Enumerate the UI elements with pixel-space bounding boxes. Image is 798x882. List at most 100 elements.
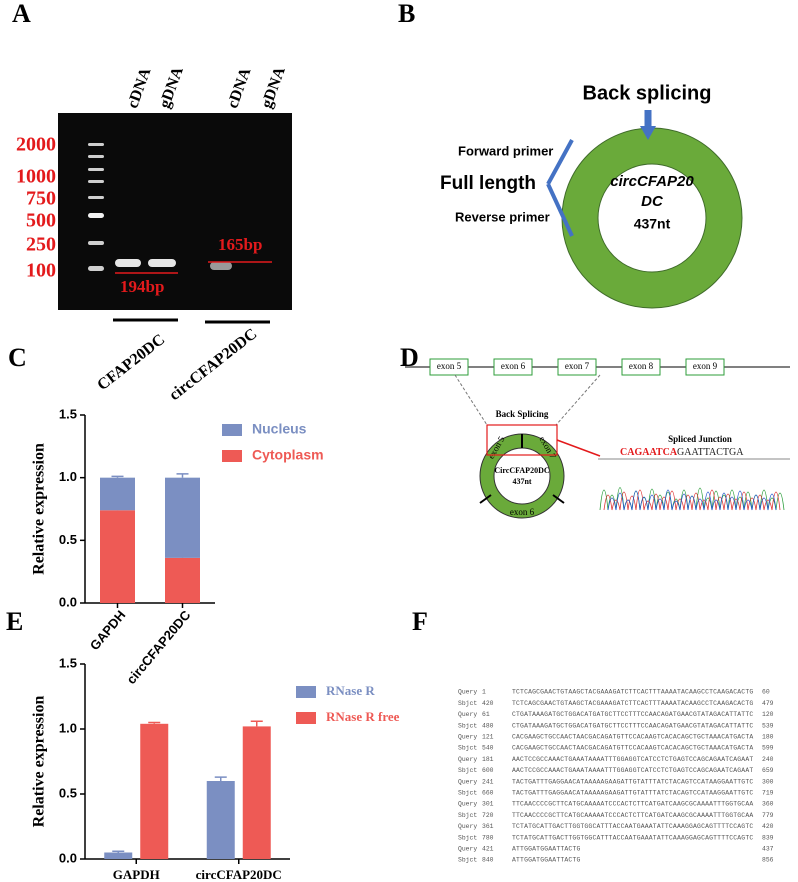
exon-box xyxy=(557,358,597,376)
exon-label: exon 6 xyxy=(501,361,526,371)
exon-label: exon 9 xyxy=(693,361,718,371)
group-label: CFAP20DC xyxy=(94,331,168,394)
band-label: 194bp xyxy=(120,277,164,296)
error-bar xyxy=(112,850,125,853)
row-seq: TACTGATTTGAGGAACATAAAAAGAAGATTGTATTTATCT… xyxy=(512,778,753,785)
row-end: 120 xyxy=(762,711,774,718)
error-bar xyxy=(176,473,189,478)
exon-box xyxy=(493,358,533,376)
panel-label: F xyxy=(412,607,428,636)
circ-name: circCFAP20 xyxy=(610,173,694,190)
row-seq: CACGAAGCTGCCAACTAACGACAGATGTTCCACAAGTCAC… xyxy=(512,745,753,752)
exon-label: exon 5 xyxy=(437,361,462,371)
row-seq: TTCAACCCCGCTTCATGCAAAAATCCCACTCTTCATGATC… xyxy=(512,812,753,819)
ring-exon: exon 6 xyxy=(510,507,535,517)
marker-label: 100 xyxy=(26,260,56,282)
x-tick-label: GAPDH xyxy=(113,867,160,882)
row-label: Sbjct xyxy=(458,789,477,796)
trace xyxy=(607,489,777,511)
y-axis-label: Relative expression xyxy=(31,443,48,575)
row-start: 720 xyxy=(482,812,494,819)
row-end: 856 xyxy=(762,857,774,864)
dash xyxy=(555,374,601,426)
back-splicing-title: Back splicing xyxy=(583,82,712,104)
ring-length: 437nt xyxy=(512,477,531,486)
x-tick-label: GAPDH xyxy=(87,607,129,653)
bar xyxy=(242,726,271,859)
bar xyxy=(140,723,169,859)
row-seq: CACGAAGCTGCCAACTAACGACAGATGTTCCACAAGTCAC… xyxy=(512,733,753,740)
ring-name: CircCFAP20DC xyxy=(494,466,549,475)
legend-swatch xyxy=(296,686,316,698)
row-end: 779 xyxy=(762,812,774,819)
marker-label: 1000 xyxy=(16,166,56,188)
row-seq: TCTATGCATTGACTTGGTGGCATTTACCAATGAAATATTC… xyxy=(512,823,753,830)
lane-label: gDNA xyxy=(156,64,187,110)
row-seq: AACTCCGCCAAACTGAAATAAAATTTGGAGGTCATCCTCT… xyxy=(512,756,753,763)
circ-length: 437nt xyxy=(634,216,671,232)
row-seq: AACTCCGCCAAACTGAAATAAAATTTGGAGGTCATCCTCT… xyxy=(512,767,753,774)
row-label: Query xyxy=(458,689,477,696)
row-start: 241 xyxy=(482,778,494,785)
row-seq: CTGATAAAGATGCTGGACATGATGCTTCCTTTCCAACAGA… xyxy=(512,711,753,718)
seq-a: A xyxy=(684,447,692,458)
junction-seq: CAGAATCAGAATTACTGA xyxy=(620,447,744,458)
row-label: Sbjct xyxy=(458,834,477,841)
x-tick-label: circCFAP20DC xyxy=(123,607,193,687)
row-end: 599 xyxy=(762,745,774,752)
row-start: 780 xyxy=(482,834,494,841)
row-seq: TTCAACCCCGCTTCATGCAAAAATCCCACTCTTCATGATC… xyxy=(512,801,753,808)
row-label: Query xyxy=(458,778,477,785)
row-label: Query xyxy=(458,733,477,740)
row-label: Sbjct xyxy=(458,700,477,707)
lane-label: cDNA xyxy=(224,65,254,110)
arrow xyxy=(640,126,656,140)
row-seq: TCTATGCATTGACTTGGTGGCATTTACCAATGAAATATTC… xyxy=(512,834,753,841)
exon-box xyxy=(685,358,725,376)
row-end: 437 xyxy=(762,845,774,852)
row-end: 479 xyxy=(762,700,774,707)
y-tick-label: 1.5 xyxy=(59,406,77,421)
row-start: 121 xyxy=(482,733,494,740)
row-end: 60 xyxy=(762,689,770,696)
marker-label: 250 xyxy=(26,234,56,256)
row-seq: TCTCAGCGAACTGTAAGCTACGAAAGATCTTCACTTTAAA… xyxy=(512,689,753,696)
row-end: 360 xyxy=(762,801,774,808)
row-start: 660 xyxy=(482,789,494,796)
row-start: 61 xyxy=(482,711,490,718)
row-label: Query xyxy=(458,823,477,830)
row-start: 420 xyxy=(482,700,494,707)
row-start: 600 xyxy=(482,767,494,774)
row-end: 839 xyxy=(762,834,774,841)
y-tick-label: 1.5 xyxy=(59,655,77,670)
seq-left: CAGAATCA xyxy=(620,447,678,458)
row-label: Sbjct xyxy=(458,722,477,729)
row-seq: TACTGATTTGAGGAACATAAAAAGAAGATTGTATTTATCT… xyxy=(512,789,753,796)
row-end: 420 xyxy=(762,823,774,830)
exon-label: exon 7 xyxy=(565,361,590,371)
ladder xyxy=(88,143,104,271)
gel-panel: 194bp 165bp 2000 1000 750 500 250 100 cD… xyxy=(16,64,292,404)
legend-label: Nucleus xyxy=(252,421,307,437)
row-label: Query xyxy=(458,845,477,852)
y-tick-label: 0.5 xyxy=(59,532,77,547)
row-label: Query xyxy=(458,711,477,718)
panel-label: D xyxy=(400,343,419,372)
alignment: Query 1 TCTCAGCGAACTGTAAGCTACGAAAGATCTTCAC… xyxy=(458,689,774,864)
panel-label: B xyxy=(398,0,415,28)
panel-label: C xyxy=(8,343,27,372)
row-seq: TCTCAGCGAACTGTAAGCTACGAAAGATCTTCACTTTAAA… xyxy=(512,700,753,707)
marker-label: 750 xyxy=(26,188,56,210)
y-tick-label: 1.0 xyxy=(59,720,77,735)
x-tick-label: circCFAP20DC xyxy=(196,867,282,882)
marker-label: 500 xyxy=(26,210,56,232)
row-start: 840 xyxy=(482,857,494,864)
bar xyxy=(206,781,235,859)
legend-label: RNase R xyxy=(326,683,375,698)
error-bar xyxy=(148,721,161,724)
junction-title: Spliced Junction xyxy=(668,434,732,444)
legend-swatch xyxy=(222,450,242,462)
back-splicing-label: Back Splicing xyxy=(496,409,549,419)
